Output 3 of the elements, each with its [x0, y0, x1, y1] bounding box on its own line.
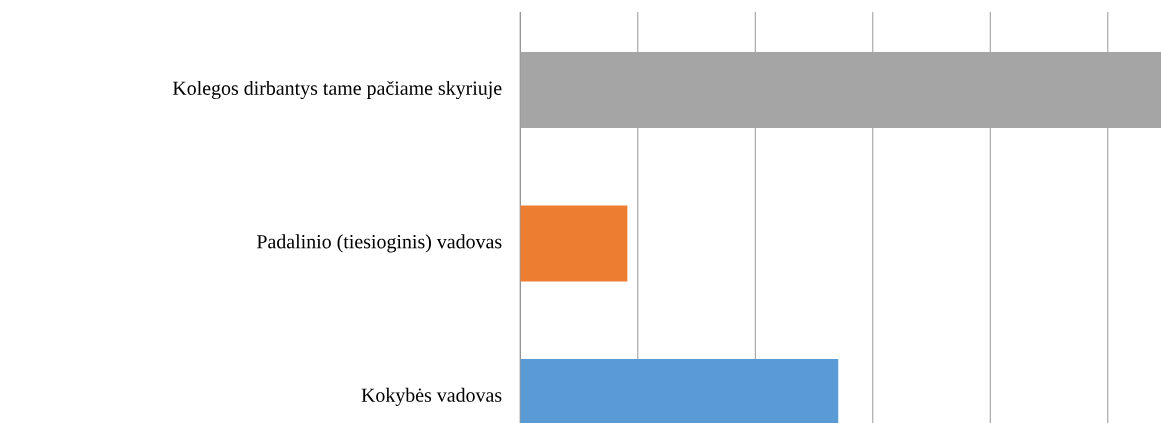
- y-tick-label: Kolegos dirbantys tame pačiame skyriuje: [172, 80, 502, 100]
- y-tick-label: Padalinio (tiesioginis) vadovas: [256, 234, 502, 253]
- y-tick-label: Kokybės vadovas: [361, 387, 502, 406]
